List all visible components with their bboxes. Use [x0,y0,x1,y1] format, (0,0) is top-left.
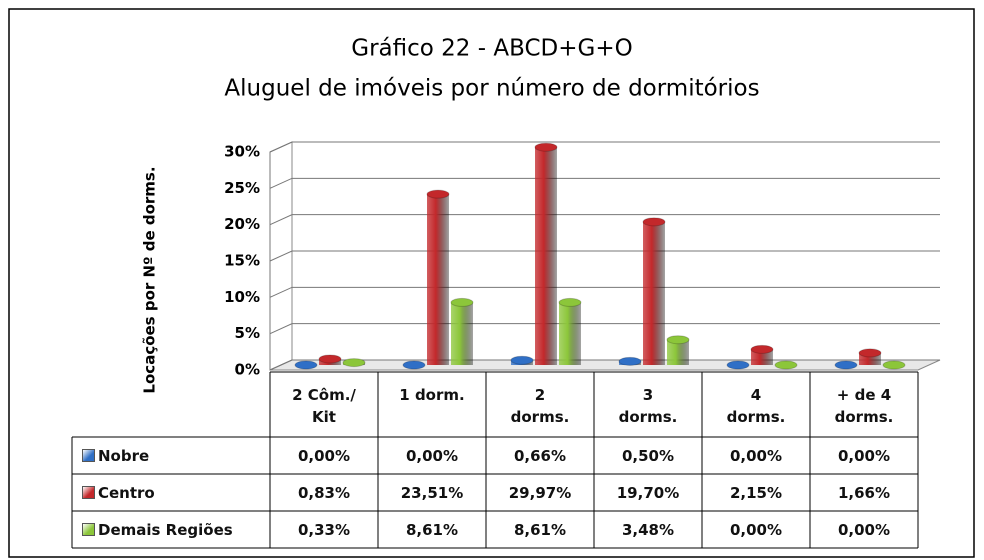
frame [8,8,975,558]
y-tick-label: 15% [224,252,260,270]
bar-top [450,297,474,307]
bar-body [451,302,473,365]
legend-label: Nobre [98,446,150,465]
bar-top [426,189,450,199]
bar-top [834,360,858,370]
legend-swatch [82,486,95,499]
bar [426,189,450,365]
bar [402,360,426,370]
value-label: 3,48% [621,520,675,539]
legend-entry: Demais Regiões [72,511,270,548]
grid-line [269,250,940,262]
bar-top [618,356,642,366]
value-label: 1,66% [837,483,891,502]
bar-top [642,217,666,227]
bar-body [667,339,689,365]
bar-body [535,147,557,365]
bar [858,348,882,365]
chart-subtitle: Aluguel de imóveis por número de dormitó… [224,76,759,102]
value-label: 8,61% [513,520,567,539]
value-label: 0,83% [297,483,351,502]
y-tick-label: 20% [224,215,260,233]
bar-body [643,221,665,365]
legend-entry: Centro [72,474,270,511]
category-label: 2 dorms. [510,386,570,426]
bar [834,360,858,370]
value-label: 0,00% [405,446,459,465]
y-tick-label: 0% [235,361,260,379]
y-tick-label: 5% [235,324,260,342]
value-label: 29,97% [508,483,572,502]
y-axis-label: Locações por Nº de dorms. [141,166,159,393]
y-tick-label: 10% [224,288,260,306]
value-label: 2,15% [729,483,783,502]
bar-top [534,142,558,152]
y-tick-label: 30% [224,143,260,161]
bar [294,360,318,370]
value-label: 0,50% [621,446,675,465]
bar-body [559,302,581,365]
bar [534,142,558,365]
grid-line [269,323,940,335]
chart-title: Gráfico 22 - ABCD+G+O [351,36,632,62]
category-label: 4 dorms. [726,386,786,426]
bar-top [402,360,426,370]
bar [342,358,366,368]
bar-top [750,344,774,354]
value-label: 0,66% [513,446,567,465]
value-label: 23,51% [400,483,464,502]
bar [666,335,690,365]
grid-line [269,286,940,298]
y-tick-label: 25% [224,179,260,197]
bar-top [558,297,582,307]
bar-top [666,335,690,345]
bar [882,360,906,370]
value-label: 0,00% [837,446,891,465]
grid-line [269,141,940,153]
category-label: + de 4 dorms. [834,386,894,426]
bar [558,297,582,365]
grid-line [269,177,940,189]
bar [450,297,474,365]
bar [318,354,342,365]
bar-body [751,349,773,365]
legend-label: Demais Regiões [98,520,233,539]
grid-line [269,214,940,226]
bar [750,344,774,365]
legend-label: Centro [98,483,155,502]
legend-swatch [82,449,95,462]
bar [774,360,798,370]
bar-top [882,360,906,370]
bar-top [294,360,318,370]
bar-top [858,348,882,358]
bar-top [318,354,342,364]
bar-top [342,358,366,368]
category-label: 1 dorm. [399,386,465,404]
legend-entry: Nobre [72,437,270,474]
category-label: 3 dorms. [618,386,678,426]
bar [510,355,534,365]
value-label: 19,70% [616,483,680,502]
bar [618,356,642,366]
value-label: 0,00% [297,446,351,465]
value-label: 8,61% [405,520,459,539]
category-label: 2 Côm./ Kit [292,386,356,426]
legend-swatch [82,523,95,536]
value-label: 0,00% [729,520,783,539]
value-label: 0,33% [297,520,351,539]
bar-body [427,194,449,365]
grid-line [269,359,940,371]
bar [726,360,750,370]
value-label: 0,00% [729,446,783,465]
bar-top [774,360,798,370]
value-label: 0,00% [837,520,891,539]
bar-top [510,355,534,365]
bar [642,217,666,365]
bar-top [726,360,750,370]
